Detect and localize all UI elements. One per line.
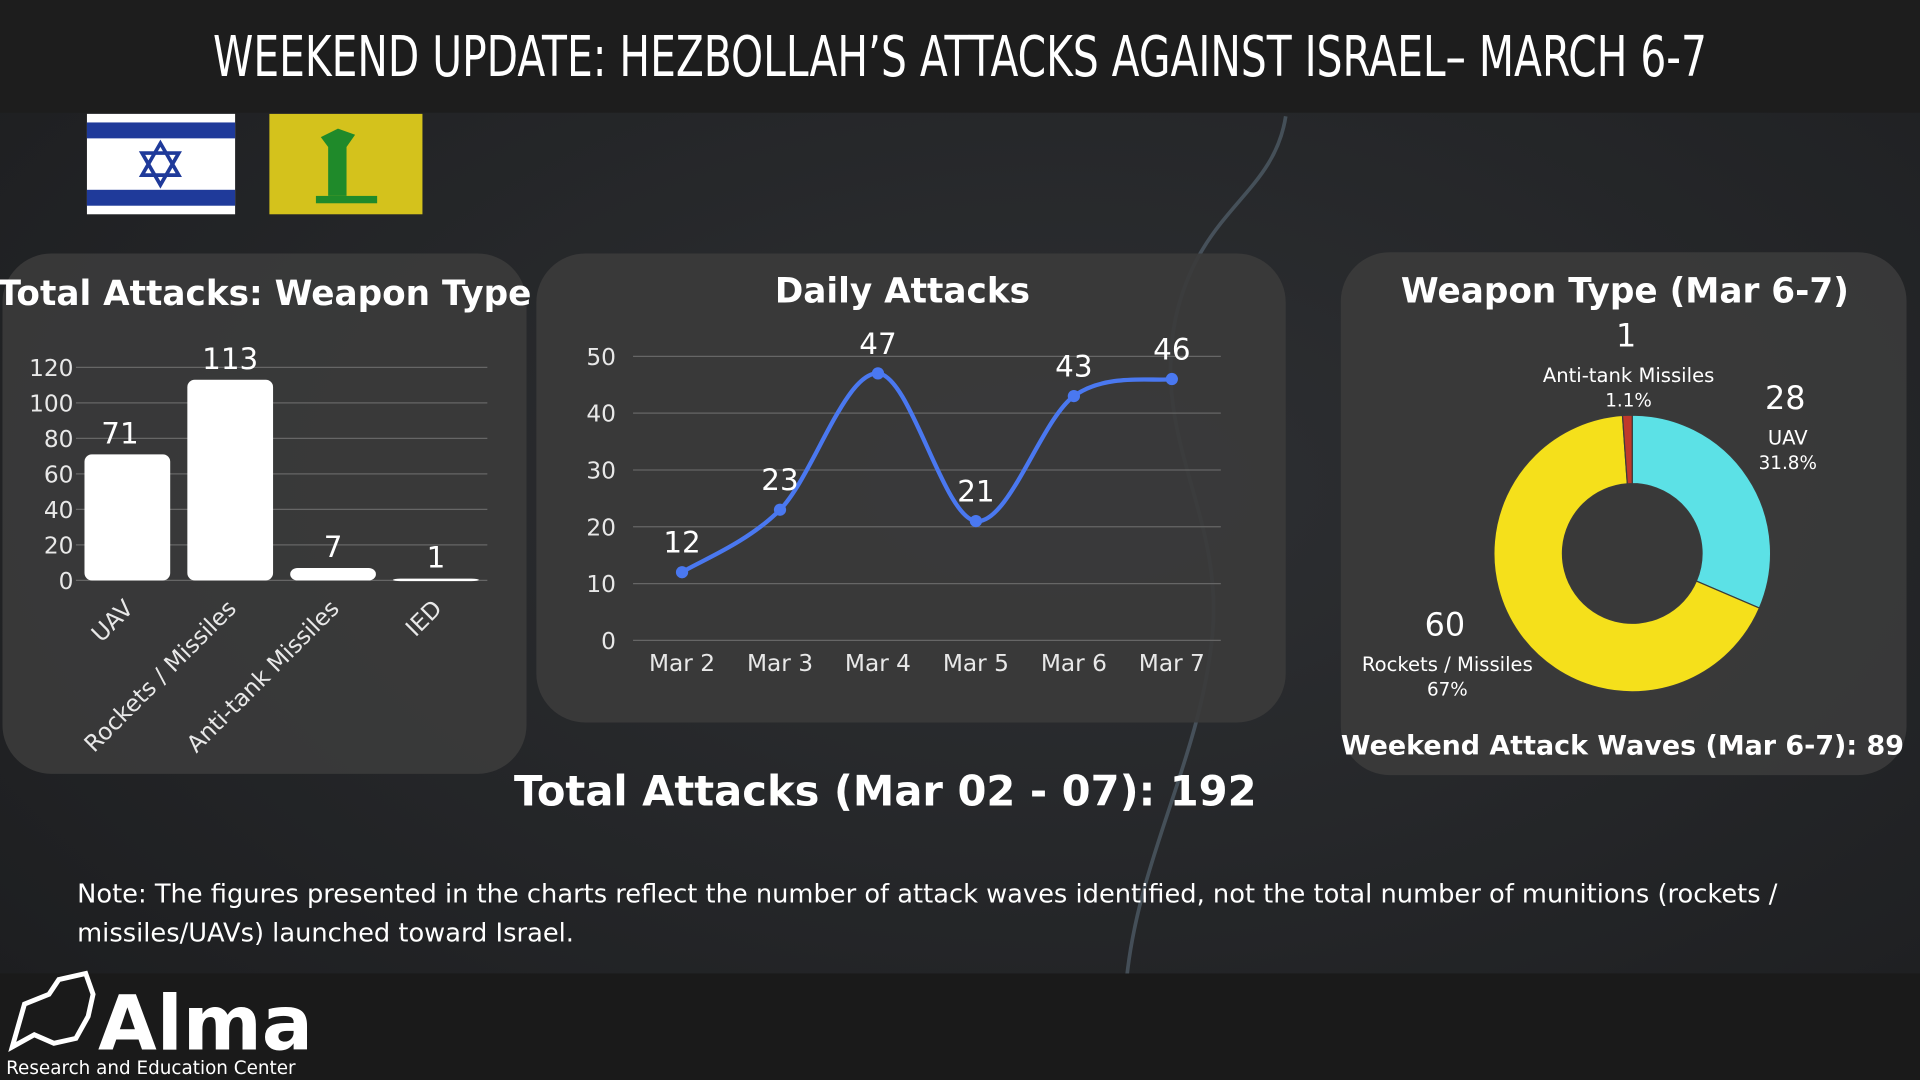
y-tick-label: 60: [44, 461, 74, 488]
value-label: 1: [427, 541, 446, 575]
y-tick-label: 40: [586, 401, 616, 428]
chart-title: Total Attacks: Weapon Type: [0, 274, 531, 314]
value-label: 23: [761, 463, 798, 497]
note: Note: The figures presented in the chart…: [77, 879, 1778, 909]
header-band: [0, 0, 1920, 113]
donut-slice: [1493, 414, 1761, 693]
y-tick-label: 0: [601, 628, 616, 655]
x-tick-label: Mar 6: [1041, 650, 1107, 677]
value-label: 12: [663, 526, 700, 560]
y-tick-label: 20: [586, 514, 616, 541]
x-tick-label: Mar 5: [943, 650, 1009, 677]
value-label: 47: [859, 327, 896, 361]
value-label: 7: [324, 530, 343, 564]
point: [773, 503, 787, 516]
note: missiles/UAVs) launched toward Israel.: [77, 919, 574, 949]
logo-name: Alma: [98, 979, 313, 1067]
x-tick-label: Mar 3: [747, 650, 813, 677]
share-label: 67%: [1427, 680, 1468, 701]
y-tick-label: 0: [59, 568, 74, 595]
bar: [393, 578, 479, 582]
y-tick-label: 40: [44, 497, 74, 524]
value-label: 21: [957, 475, 994, 509]
y-tick-label: 50: [586, 344, 616, 371]
y-tick-label: 10: [586, 571, 616, 598]
point: [969, 514, 983, 528]
share-label: 31.8%: [1759, 453, 1817, 474]
chart-title: Weapon Type (Mar 6-7): [1401, 271, 1849, 311]
value-label: 43: [1055, 350, 1092, 384]
point: [675, 566, 689, 579]
panel: [536, 253, 1286, 723]
value-label: 60: [1425, 606, 1466, 644]
x-tick-label: Mar 7: [1139, 650, 1205, 677]
chart-title: Daily Attacks: [775, 271, 1030, 311]
y-tick-label: 100: [29, 390, 73, 417]
main-title: WEEKEND UPDATE: HEZBOLLAH’S ATTACKS AGAI…: [213, 25, 1707, 90]
footer-band: [0, 973, 1920, 1080]
point: [1067, 389, 1080, 403]
y-tick-label: 120: [29, 355, 73, 382]
hezbollah-flag: [269, 113, 423, 215]
x-tick-label: Mar 2: [649, 650, 715, 677]
value-label: 71: [101, 416, 138, 450]
y-tick-label: 80: [44, 426, 74, 453]
y-tick-label: 20: [44, 532, 74, 559]
donut-footer: Weekend Attack Waves (Mar 6-7): 89: [1341, 730, 1904, 761]
logo-icon: [8, 970, 96, 1052]
bar: [187, 379, 274, 581]
bar: [290, 567, 376, 581]
point: [1165, 372, 1178, 386]
panel: [1340, 252, 1907, 776]
total-attacks: Total Attacks (Mar 02 - 07): 192: [514, 767, 1257, 816]
donut-slice: [1621, 414, 1633, 485]
value-label: 46: [1153, 332, 1190, 366]
point: [871, 367, 885, 380]
value-label: 1: [1616, 317, 1636, 355]
slice-label: UAV: [1768, 426, 1808, 449]
slice-label: Anti-tank Missiles: [1543, 364, 1714, 387]
value-label: 113: [202, 342, 258, 376]
share-label: 1.1%: [1605, 391, 1652, 412]
bar: [84, 454, 171, 581]
donut-slice: [1631, 414, 1772, 609]
y-tick-label: 30: [586, 458, 616, 485]
value-label: 28: [1765, 379, 1806, 417]
israel-flag: [86, 113, 236, 215]
slice-label: Rockets / Missiles: [1362, 653, 1533, 676]
x-tick-label: Mar 4: [845, 650, 911, 677]
logo-subtitle: Research and Education Center: [6, 1058, 296, 1079]
